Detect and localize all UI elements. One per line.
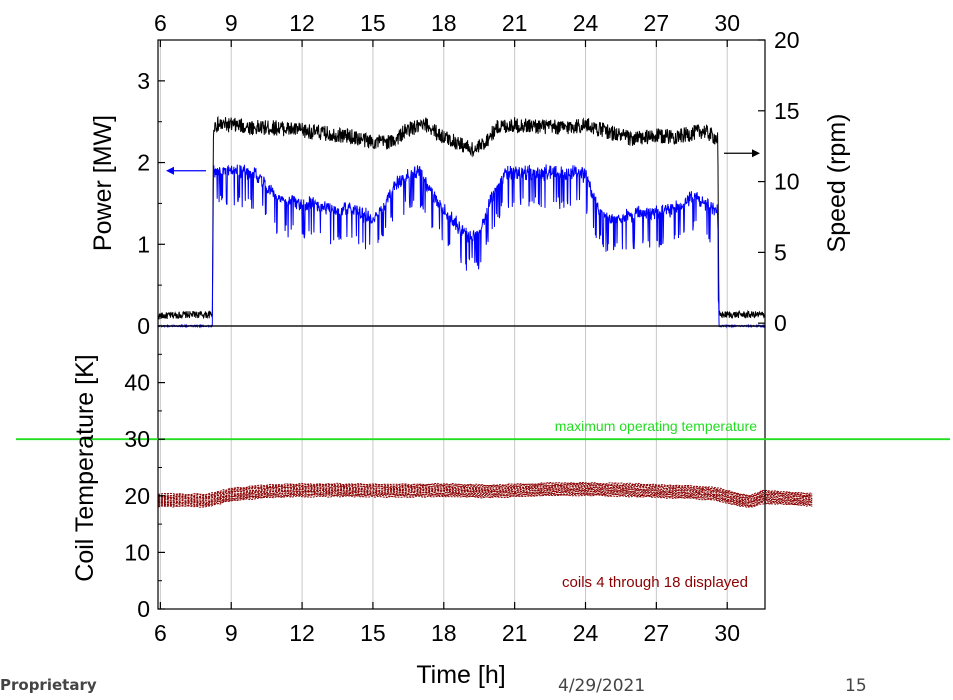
top-x-tick-label: 27 [644,10,670,36]
bottom-x-tick-label: 21 [502,620,528,646]
speed-axis-tick-label: 10 [774,169,800,195]
coil-temperature-line [157,481,813,497]
top-panel-frame [157,39,766,327]
bottom-x-tick-label: 6 [154,620,167,646]
top-x-tick-label: 30 [714,10,740,36]
bottom-x-tick-label: 27 [644,620,670,646]
temperature-axis-tick-label: 0 [137,596,150,622]
coils-note-label: coils 4 through 18 displayed [562,574,748,591]
bottom-x-tick-label: 30 [714,620,740,646]
top-x-tick-label: 9 [225,10,238,36]
coil-temperature-line [157,488,813,502]
power-axis-tick-label: 3 [137,68,150,94]
temperature-axis-tick-label: 40 [124,370,150,396]
bottom-x-tick-label: 15 [360,620,386,646]
power-axis-tick-label: 1 [137,231,150,257]
top-x-tick-label: 15 [360,10,386,36]
coil-temperature-line [157,483,813,498]
power-axis-tick-label: 0 [137,313,150,339]
speed-axis-arrow-head [752,149,760,158]
temperature-axis-tick-label: 20 [124,483,150,509]
bottom-x-tick-label: 9 [225,620,238,646]
coil-temperature-line [158,489,813,504]
max-temperature-label: maximum operating temperature [555,418,758,434]
power-axis-title: Power [MW] [89,115,117,251]
speed-axis-tick-label: 20 [774,27,800,53]
speed-series-line [157,115,766,320]
temperature-axis-tick-label: 30 [124,426,150,452]
bottom-x-tick-label: 12 [289,620,315,646]
top-x-tick-label: 24 [573,10,599,36]
coil-temperature-line [157,491,813,507]
coil-temperature-line [158,486,813,500]
coil-temperature-line [157,492,813,507]
bottom-x-tick-label: 18 [431,620,457,646]
bottom-x-tick-label: 24 [573,620,599,646]
power-axis-tick-label: 2 [137,150,150,176]
coil-temperature-line [157,493,813,507]
time-axis-title: Time [h] [416,661,505,689]
bottom-panel-frame [157,325,766,610]
top-x-tick-label: 6 [154,10,167,36]
top-x-tick-label: 12 [289,10,315,36]
temperature-axis-title: Coil Temperature [K] [71,354,99,581]
coil-temperature-line [157,485,813,499]
coil-temperature-line [157,494,813,508]
top-x-tick-label: 21 [502,10,528,36]
power-series-line [157,164,766,329]
speed-axis-tick-label: 0 [774,310,787,336]
coil-temperature-line [157,490,813,505]
speed-axis-tick-label: 15 [774,98,800,124]
power-axis-arrow-head [166,166,174,175]
footer-org: Proprietary [0,676,97,694]
temperature-axis-tick-label: 10 [124,539,150,565]
top-x-tick-label: 18 [431,10,457,36]
footer-date: 4/29/2021 [558,676,646,696]
speed-axis-title: Speed (rpm) [823,114,851,253]
footer-page-number: 15 [845,676,867,696]
speed-axis-tick-label: 5 [774,239,787,265]
